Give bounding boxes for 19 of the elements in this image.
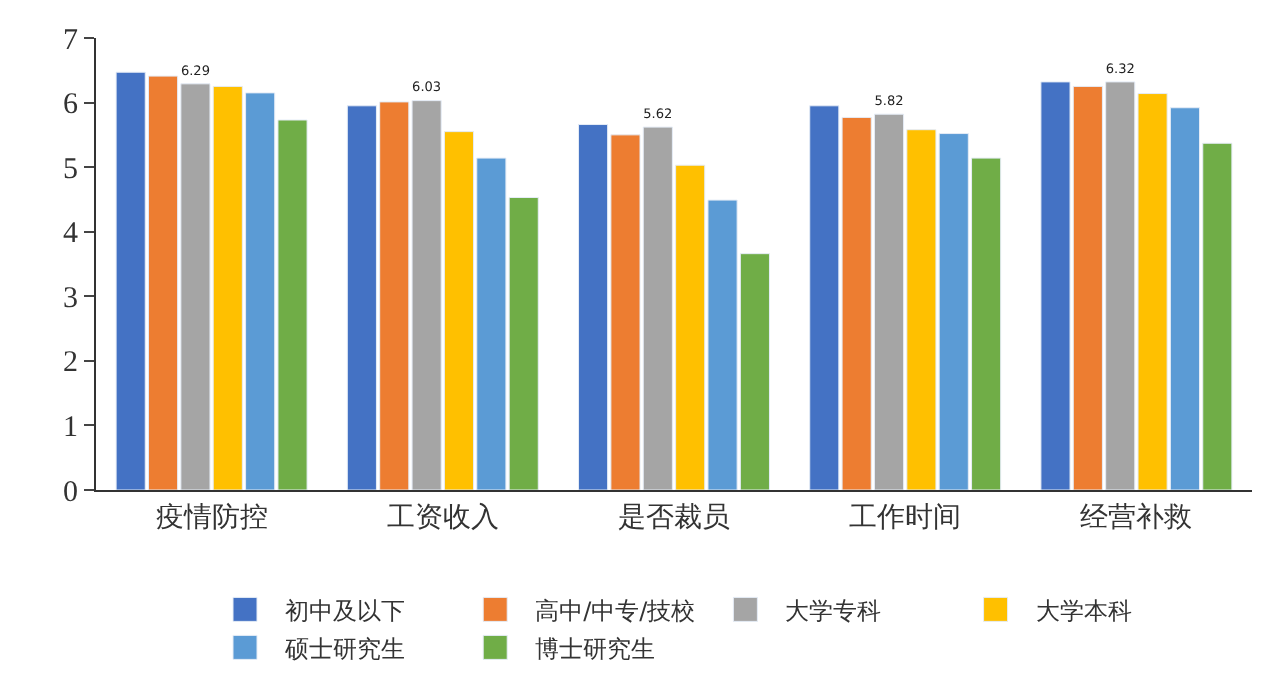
x-tick-label: 疫情防控 [155,501,268,534]
x-tick-label: 是否裁员 [618,501,730,534]
y-tick-label: 2 [63,347,78,380]
y-tick-label: 1 [63,411,78,444]
legend-label: 大学本科 [1035,596,1132,625]
x-tick-label: 工资收入 [386,501,499,534]
y-tick-label: 0 [63,476,78,509]
y-tick-label: 7 [63,24,79,57]
legend-label: 大学专科 [785,596,882,625]
legend-label: 硕士研究生 [283,634,405,663]
y-tick-label: 3 [63,282,78,315]
legend-label: 博士研究生 [535,634,656,663]
x-tick-label: 经营补救 [1080,501,1193,534]
legend-label: 高中/中专/技校 [535,596,696,625]
legend-label: 初中及以下 [285,596,405,625]
x-tick-label: 工作时间 [849,501,962,534]
y-tick-label: 6 [63,89,79,122]
y-tick-label: 5 [63,153,78,186]
y-tick-label: 4 [63,218,79,251]
